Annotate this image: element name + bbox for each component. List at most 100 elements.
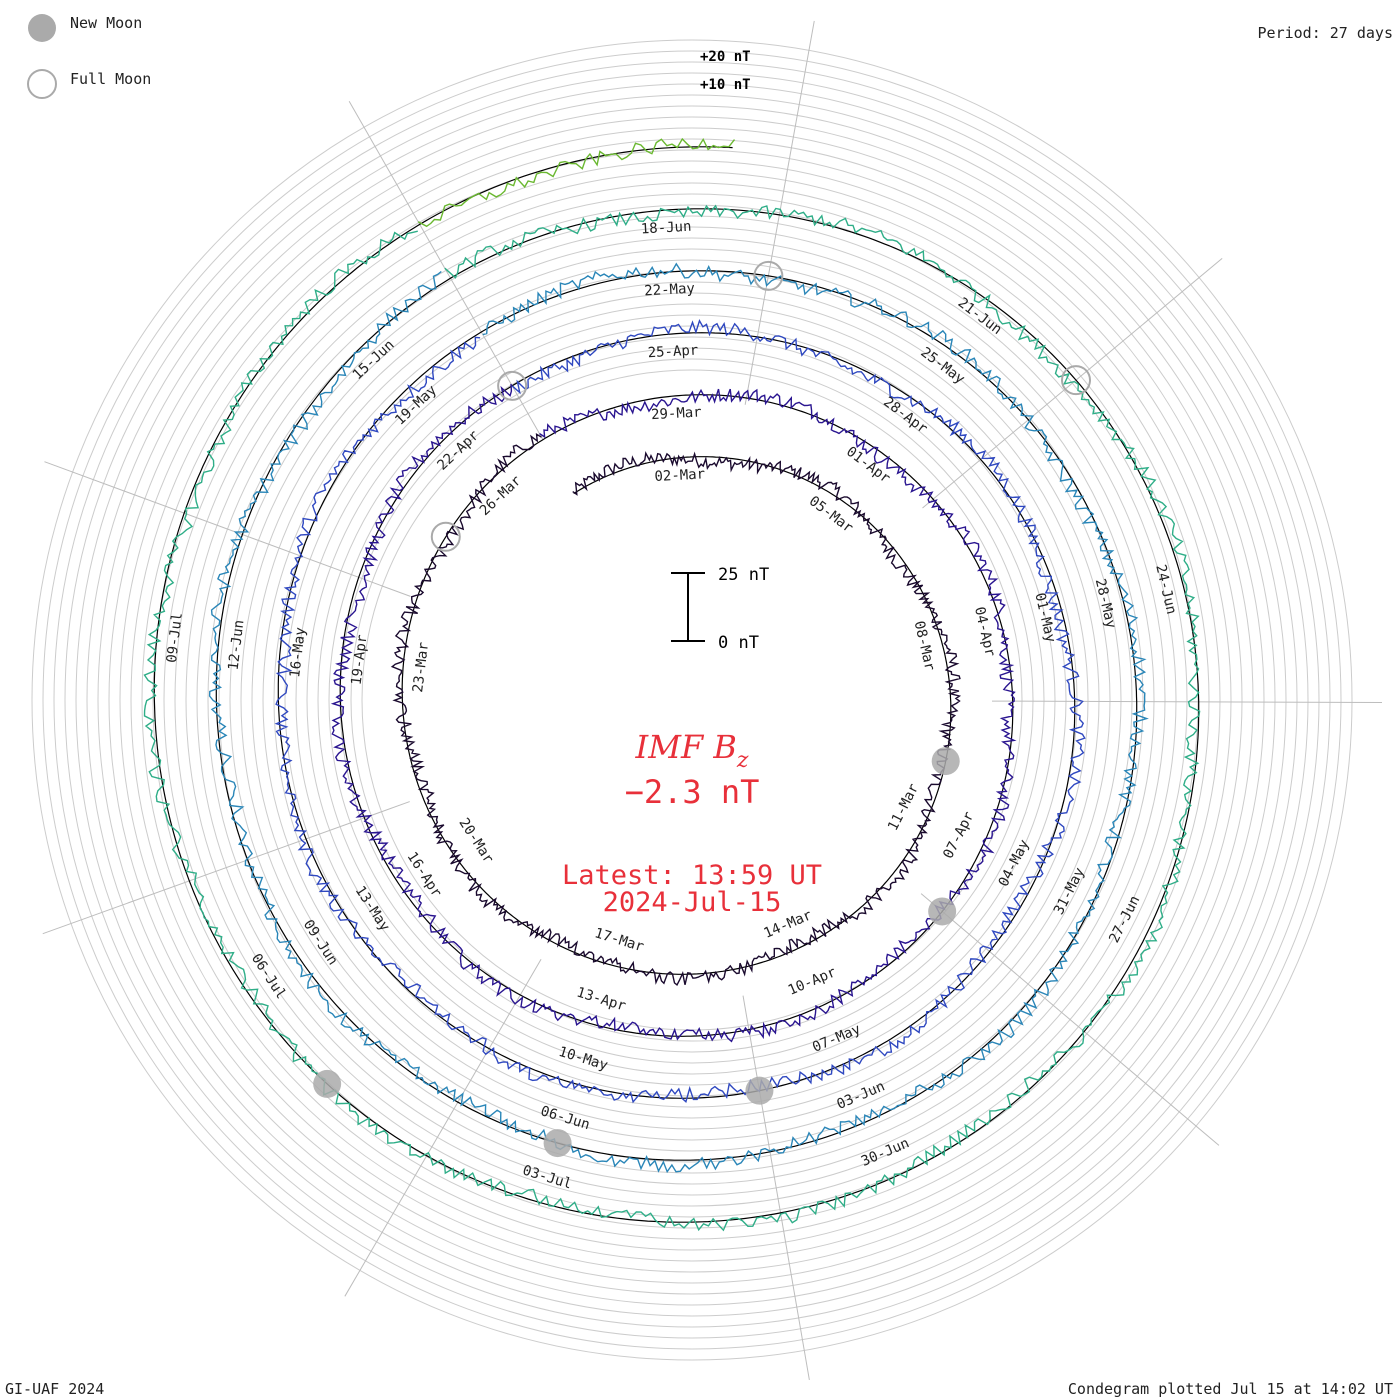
date-label: 17-Mar [593, 925, 646, 955]
new-moon-marker [745, 1076, 774, 1105]
scale-bar: 25 nT 0 nT [671, 565, 769, 653]
grid-ring [218, 226, 1166, 1174]
bz-series-turn [208, 262, 1149, 1174]
full-moon-marker [1061, 365, 1092, 396]
latest-date: 2024-Jul-15 [603, 887, 782, 918]
date-label: 25-Apr [647, 343, 698, 362]
date-label: 04-Apr [971, 605, 998, 658]
grid-ring [273, 281, 1111, 1119]
grid-ring [185, 193, 1199, 1207]
new-moon-legend-icon [28, 14, 56, 42]
grid-ring [108, 116, 1276, 1284]
bz-series-turn [417, 137, 736, 228]
radial-spoke [348, 100, 544, 440]
radial-spoke [991, 700, 1382, 703]
date-label: 02-Mar [654, 466, 705, 485]
current-value: −2.3 nT [625, 773, 760, 811]
new-moon-marker [313, 1069, 342, 1098]
date-label: 16-May [287, 626, 309, 678]
new-moon-marker [928, 897, 957, 926]
grid-ring [97, 105, 1287, 1295]
date-label: 04-May [996, 837, 1033, 889]
grid-ring [207, 215, 1177, 1185]
date-label: 31-May [1051, 865, 1088, 917]
date-label: 29-Mar [651, 404, 702, 423]
radial-spoke [42, 801, 410, 935]
grid-ring [130, 138, 1254, 1262]
grid-ring [174, 182, 1210, 1218]
period-label: Period: 27 days [1258, 24, 1393, 42]
footer-plotted: Condegram plotted Jul 15 at 14:02 UT [1068, 1380, 1393, 1398]
radial-spoke [344, 959, 542, 1297]
date-label: 19-Apr [349, 634, 371, 686]
grid-ring [196, 204, 1188, 1196]
radial-spoke [742, 995, 810, 1381]
new-moon-marker [931, 747, 960, 776]
date-label: 28-Apr [880, 394, 930, 437]
grid-ring [42, 50, 1342, 1350]
grid-ring [240, 248, 1144, 1152]
full-moon-marker [497, 370, 528, 401]
date-label: 23-Mar [410, 641, 432, 693]
grid-ring [328, 336, 1056, 1064]
radial-spoke [44, 461, 411, 597]
bz-series-turn [330, 383, 1017, 1043]
data-series [143, 137, 1201, 1232]
radial-spoke [744, 20, 815, 405]
grid-ring [350, 358, 1034, 1042]
grid-ring [64, 72, 1320, 1328]
title-subscript: z [736, 748, 749, 773]
new-moon-marker [543, 1129, 572, 1158]
date-label: 07-May [810, 1021, 863, 1056]
title-main: IMF B [635, 728, 737, 766]
date-label: 10-Apr [786, 964, 839, 999]
full-moon-marker [753, 260, 784, 291]
ring-label-plus10: +10 nT [700, 77, 751, 93]
date-label: 07-Apr [940, 809, 977, 861]
date-label: 22-May [644, 281, 695, 300]
new-moon-legend-label: New Moon [70, 14, 142, 32]
full-moon-legend-label: Full Moon [70, 70, 151, 88]
scale-top-label: 25 nT [718, 565, 769, 585]
grid-ring [141, 149, 1243, 1251]
scale-bottom-label: 0 nT [718, 633, 759, 653]
date-label: 01-Apr [843, 444, 893, 487]
grid-rings [31, 39, 1353, 1361]
grid-ring [152, 160, 1232, 1240]
grid-ring [86, 94, 1298, 1306]
date-label: 18-Jun [640, 219, 691, 238]
radial-spokes [42, 20, 1382, 1381]
latest-time: Latest: 13:59 UT [562, 860, 822, 891]
date-label: 28-May [1092, 577, 1119, 630]
date-label: 15-Jun [350, 337, 398, 383]
date-label: 27-Jun [1106, 893, 1143, 945]
zero-baseline-spiral [153, 146, 1200, 1223]
radial-spoke [920, 893, 1220, 1146]
grid-ring [317, 325, 1067, 1075]
chart-title: IMF Bz [635, 728, 749, 773]
date-label: 13-Apr [575, 985, 628, 1015]
date-label: 03-Jun [835, 1078, 888, 1113]
date-label: 01-May [1031, 591, 1058, 644]
ring-label-plus20: +20 nT [700, 49, 751, 65]
bz-series-turn [390, 433, 962, 986]
grid-ring [251, 259, 1133, 1141]
grid-ring [31, 39, 1353, 1361]
moon-markers [313, 260, 1092, 1158]
grid-ring [163, 171, 1221, 1229]
date-labels: 02-Mar05-Mar08-Mar11-Mar14-Mar17-Mar20-M… [164, 219, 1179, 1193]
footer-credit: GI-UAF 2024 [5, 1380, 104, 1398]
date-label: 13-May [352, 883, 393, 934]
grid-ring [75, 83, 1309, 1317]
grid-ring [262, 270, 1122, 1130]
date-label: 30-Jun [859, 1135, 912, 1170]
date-label: 05-Mar [806, 493, 856, 536]
date-label: 12-Jun [226, 619, 248, 671]
grid-ring [284, 292, 1100, 1108]
date-label: 20-Mar [455, 815, 496, 866]
radial-spoke [922, 257, 1223, 509]
full-moon-marker [430, 521, 461, 552]
full-moon-legend-icon [27, 69, 57, 99]
date-label: 06-Jun [539, 1103, 592, 1133]
grid-ring [229, 237, 1155, 1163]
